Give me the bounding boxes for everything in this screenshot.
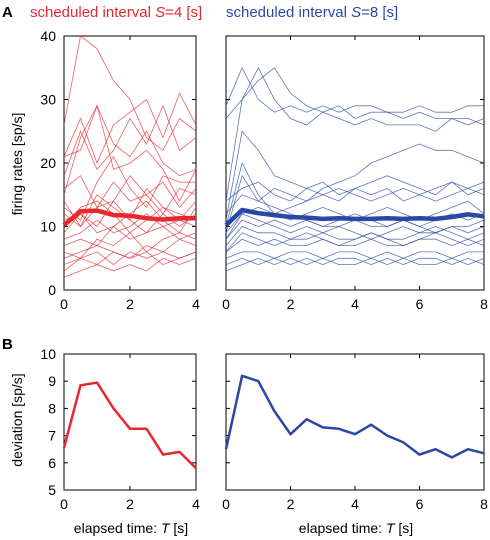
A_red-ytick-label: 0 [48,282,56,298]
A_red-ytick-label: 20 [40,155,56,171]
A_blue-trial-line [225,232,485,253]
B_blue-xtick-label: 8 [480,496,488,512]
A_red-trial-line [63,92,197,165]
A_red-xtick-label: 4 [192,296,200,312]
A_blue-trial-line [225,67,485,126]
A_red-xtick-label: 0 [60,296,68,312]
A_blue-xtick-label: 2 [287,296,295,312]
B_red-xtick-label: 2 [126,496,134,512]
xlabel-right: elapsed time: T [s] [299,520,413,536]
ylabel-b: deviation [sp/s] [9,373,25,466]
B_blue-xtick-label: 2 [287,496,295,512]
A_red-trial-line [63,175,197,209]
A_red-ytick-label: 40 [40,28,56,44]
B_blue-xtick-label: 0 [222,496,230,512]
panel-letter-b: B [2,336,13,353]
B_blue-xtick-label: 6 [416,496,424,512]
A_red-trial-line [63,104,197,177]
B_red-ytick-label: 9 [48,373,56,389]
A_red-trial-line [63,104,197,176]
A_red-trial-line [63,232,197,259]
A_blue-trial-line [225,238,485,253]
A_red-ytick-label: 10 [40,219,56,235]
B_blue-frame [225,353,485,491]
A_blue-trial-line [225,187,485,215]
A_red-ytick-label: 30 [40,92,56,108]
A_blue-trial-line [225,251,484,259]
B_red-ytick-label: 7 [48,428,56,444]
A_red-trial-line [63,155,196,221]
A_blue-trial-line [225,213,485,240]
title-blue: scheduled interval S=8 [s] [226,4,398,21]
A_red-trial-line [63,213,197,240]
B_red-ytick-label: 5 [48,482,56,498]
A_red-trial-line [63,257,197,278]
B_red-xtick-label: 4 [192,496,200,512]
A_blue-trial-line [225,143,485,227]
title-red: scheduled interval S=4 [s] [30,4,202,21]
B_red-xtick-label: 0 [60,496,68,512]
A_blue-xtick-label: 0 [222,296,230,312]
B_red-deviation-line [62,381,197,470]
A_blue-trial-line [225,66,485,202]
B_red-ytick-label: 6 [48,455,56,471]
A_red-mean-line [62,208,196,227]
A_blue-trial-line [225,257,485,266]
B_blue-deviation-line [224,374,485,459]
A_blue-mean-line [224,207,485,227]
xlabel-left: elapsed time: T [s] [74,520,188,536]
A_blue-xtick-label: 6 [416,296,424,312]
A_red-trial-line [63,251,197,266]
A_red-trial-line [63,251,197,272]
B_blue-xtick-label: 4 [351,496,359,512]
panel-letter-a: A [2,4,13,21]
A_blue-trial-line [225,257,485,272]
B_red-frame [63,353,197,491]
A_blue-trial-line [225,181,485,202]
A_red-trial-line [63,35,197,151]
A_blue-xtick-label: 8 [480,296,488,312]
B_red-ytick-label: 10 [40,346,56,362]
A_blue-trial-line [225,66,484,113]
A_red-trial-line [63,187,197,228]
B_red-ytick-label: 8 [48,400,56,416]
A_red-trial-line [63,238,197,259]
A_red-xtick-label: 2 [126,296,134,312]
ylabel-a: firing rates [sp/s] [9,113,25,216]
A_blue-xtick-label: 4 [351,296,359,312]
A_red-trial-line [63,225,197,247]
A_red-trial-line [63,104,197,202]
